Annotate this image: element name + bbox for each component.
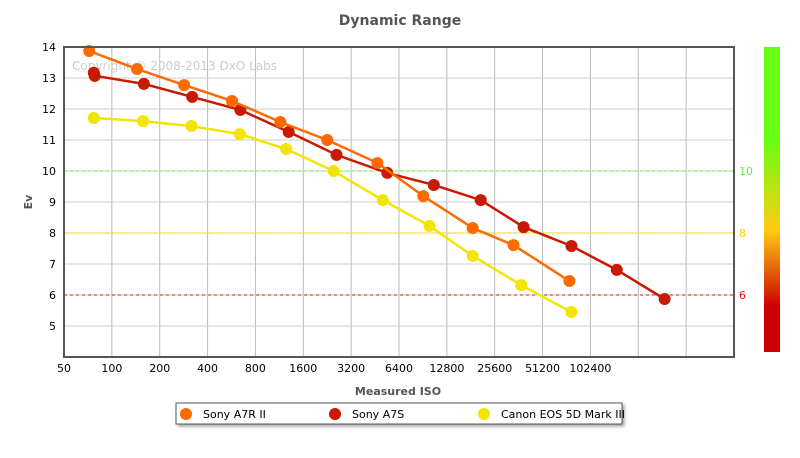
data-point[interactable] — [282, 125, 295, 138]
x-tick-label: 51200 — [525, 362, 560, 375]
series-line — [93, 116, 573, 314]
data-point[interactable] — [327, 165, 340, 177]
data-point[interactable] — [83, 45, 96, 58]
data-point[interactable] — [565, 306, 578, 319]
data-point[interactable] — [423, 219, 436, 232]
data-point[interactable] — [330, 148, 343, 161]
x-tick-label: 12800 — [429, 362, 464, 375]
chart-title: Dynamic Range — [339, 13, 461, 29]
data-point[interactable] — [381, 166, 394, 179]
x-tick-label: 102400 — [569, 362, 611, 375]
legend-item[interactable]: Canon EOS 5D Mark III — [478, 408, 625, 421]
data-point[interactable] — [515, 279, 528, 292]
data-point[interactable] — [87, 111, 100, 124]
series-sony-a7r-ii — [83, 45, 576, 288]
data-point[interactable] — [274, 116, 287, 129]
legend-item[interactable]: Sony A7R II — [180, 408, 266, 421]
x-tick-label: 200 — [149, 362, 170, 375]
legend-marker — [478, 408, 490, 420]
x-tick-label: 3200 — [337, 362, 365, 375]
data-point[interactable] — [565, 240, 578, 253]
plot-frame — [63, 46, 735, 358]
data-point[interactable] — [131, 63, 144, 76]
legend-item[interactable]: Sony A7S — [329, 408, 404, 421]
legend-label: Sony A7R II — [203, 408, 266, 421]
data-point[interactable] — [137, 77, 150, 90]
y-tick-labels: 5 6 7 8 9 10 11 12 13 14 — [42, 41, 56, 333]
x-tick-label: 100 — [101, 362, 122, 375]
data-point[interactable] — [233, 128, 246, 141]
data-point[interactable] — [427, 178, 440, 191]
y-tick-label: 14 — [42, 41, 56, 54]
data-point[interactable] — [321, 134, 334, 146]
data-point[interactable] — [474, 194, 487, 207]
x-tick-label: 25600 — [477, 362, 512, 375]
legend-marker — [329, 408, 341, 420]
data-point[interactable] — [376, 194, 389, 207]
reference-line-label: 8 — [739, 227, 746, 240]
reference-line-label: 10 — [739, 165, 753, 178]
series-line — [92, 72, 666, 301]
data-point[interactable] — [186, 90, 199, 103]
x-tick-label: 400 — [197, 362, 218, 375]
reference-line-label: 6 — [739, 289, 746, 302]
data-point[interactable] — [137, 115, 150, 128]
reference-lines: 10 8 6 — [64, 165, 753, 302]
data-point[interactable] — [417, 190, 430, 203]
x-tick-label: 6400 — [385, 362, 413, 375]
data-point[interactable] — [371, 156, 384, 169]
x-tick-labels: 50 100 200 400 800 1600 3200 6400 12800 25600 5120… — [57, 362, 611, 375]
y-tick-label: 11 — [42, 134, 56, 147]
data-point[interactable] — [226, 94, 239, 107]
data-point[interactable] — [658, 293, 671, 306]
legend-label: Canon EOS 5D Mark III — [501, 408, 625, 421]
data-point[interactable] — [517, 221, 530, 234]
data-point[interactable] — [563, 275, 576, 288]
legend-marker — [180, 408, 192, 420]
y-tick-label: 9 — [49, 196, 56, 209]
y-tick-label: 13 — [42, 72, 56, 85]
series-line — [88, 49, 571, 283]
data-point[interactable] — [466, 249, 479, 262]
data-point[interactable] — [178, 79, 191, 92]
y-tick-label: 6 — [49, 289, 56, 302]
legend-box — [175, 402, 623, 425]
y-tick-label: 10 — [42, 165, 56, 178]
data-point[interactable] — [466, 222, 479, 235]
data-point[interactable] — [610, 263, 623, 276]
y-tick-label: 8 — [49, 227, 56, 240]
y-tick-label: 5 — [49, 320, 56, 333]
grid — [64, 47, 734, 357]
colorbar — [764, 47, 780, 352]
legend: Sony A7R II Sony A7S Canon EOS 5D Mark III — [175, 402, 625, 425]
data-point[interactable] — [185, 120, 198, 133]
x-tick-label: 800 — [245, 362, 266, 375]
x-axis-label: Measured ISO — [355, 385, 441, 398]
x-tick-label: 1600 — [289, 362, 317, 375]
copyright-watermark: Copyright © 2008-2013 DxO Labs — [72, 59, 277, 73]
legend-label: Sony A7S — [352, 408, 404, 421]
data-point[interactable] — [280, 142, 293, 155]
x-tick-label: 50 — [57, 362, 71, 375]
series-canon-eos-5d-mark-iii — [87, 111, 578, 319]
series-layer — [83, 45, 671, 319]
y-axis-label: Ev — [22, 194, 35, 210]
y-tick-label: 12 — [42, 103, 56, 116]
data-point[interactable] — [88, 69, 101, 82]
y-tick-label: 7 — [49, 258, 56, 271]
data-point[interactable] — [507, 239, 520, 252]
series-sony-a7s — [87, 66, 671, 306]
